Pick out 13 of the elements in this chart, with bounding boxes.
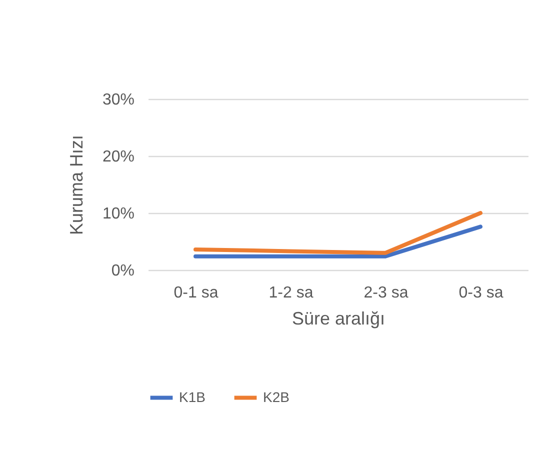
- line-series: [194, 211, 482, 255]
- x-tick-label: 2-3 sa: [364, 284, 408, 302]
- legend-label: K1B: [179, 388, 206, 405]
- y-axis-title: Kuruma Hızı: [66, 134, 86, 236]
- x-tick-label: 0-3 sa: [458, 284, 504, 302]
- x-axis-title: Süre aralığı: [292, 308, 386, 328]
- y-tick-label: 10%: [102, 206, 134, 222]
- x-tick-label: 0-1 sa: [174, 284, 218, 302]
- y-tick-label: 30%: [102, 92, 134, 108]
- y-tick-label: 20%: [102, 148, 134, 166]
- x-tick-label: 1-2 sa: [268, 284, 314, 302]
- legend-label: K2B: [263, 388, 290, 405]
- y-tick-label: 0%: [111, 262, 134, 280]
